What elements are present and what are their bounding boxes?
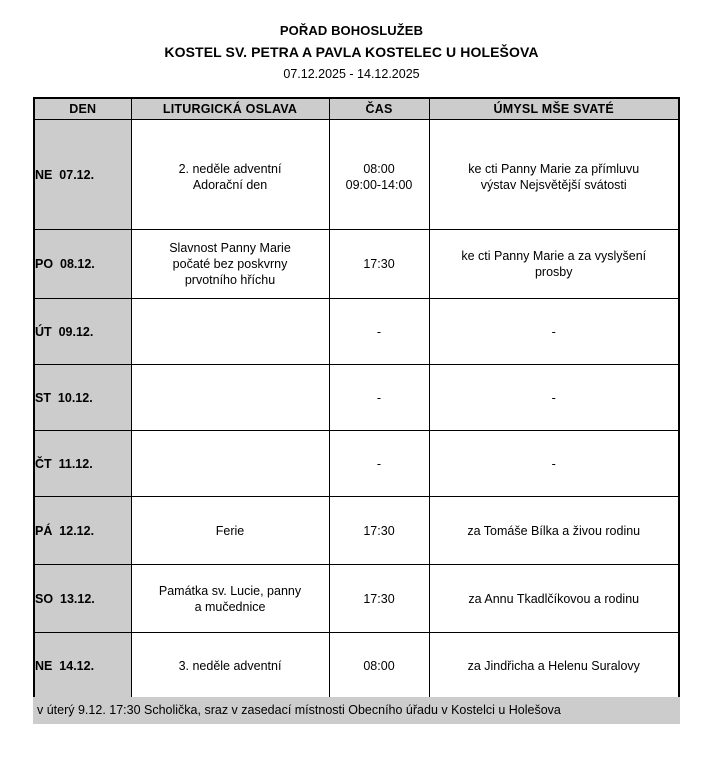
- intention-text: ke cti Panny Marie a za vyslyšení prosby: [430, 248, 679, 280]
- cell-time: 17:30: [328, 229, 430, 299]
- liturgy-line: Slavnost Panny Marie: [169, 241, 291, 255]
- table-row: ST 10.12. - -: [33, 364, 680, 431]
- liturgy-line: a mučednice: [194, 599, 266, 614]
- cell-time: 17:30: [328, 564, 430, 633]
- cell-liturgy: Ferie: [130, 496, 330, 565]
- table-header: DEN LITURGICKÁ OSLAVA ČAS ÚMYSL MŠE SVAT…: [33, 97, 680, 120]
- cell-liturgy: Památka sv. Lucie, panny a mučednice: [130, 564, 330, 633]
- cell-day: ÚT 09.12.: [33, 298, 132, 365]
- column-header-time: ČAS: [328, 97, 430, 120]
- cell-time: -: [328, 430, 430, 497]
- cell-day: ST 10.12.: [33, 364, 132, 431]
- liturgy-line: počaté bez poskvrny: [172, 257, 288, 271]
- cell-time: 17:30: [328, 496, 430, 565]
- cell-time: -: [328, 364, 430, 431]
- cell-intention: za Jindřicha a Helenu Suralovy: [428, 632, 680, 701]
- time-sublines: 08:00 09:00-14:00: [330, 145, 429, 205]
- cell-time: 08:00: [328, 632, 430, 701]
- page-title: POŘAD BOHOSLUŽEB: [279, 23, 424, 38]
- cell-time: -: [328, 298, 430, 365]
- header-row: DEN LITURGICKÁ OSLAVA ČAS ÚMYSL MŠE SVAT…: [33, 97, 680, 120]
- liturgy-sublines: 2. neděle adventní Adorační den: [132, 145, 329, 205]
- schedule-table: DEN LITURGICKÁ OSLAVA ČAS ÚMYSL MŠE SVAT…: [33, 97, 680, 702]
- cell-intention: -: [428, 364, 680, 431]
- cell-day: NE 14.12.: [33, 632, 132, 701]
- liturgy-text: Památka sv. Lucie, panny a mučednice: [132, 583, 329, 615]
- cell-liturgy: 2. neděle adventní Adorační den: [130, 119, 330, 230]
- table-row: NE 14.12. 3. neděle adventní 08:00 za Ji…: [33, 632, 680, 701]
- footer-note: v úterý 9.12. 17:30 Scholička, sraz v za…: [33, 697, 680, 724]
- cell-intention: za Tomáše Bílka a živou rodinu: [428, 496, 680, 565]
- liturgy-line: prvotního hříchu: [184, 273, 276, 287]
- liturgy-line: Památka sv. Lucie, panny: [158, 583, 302, 598]
- cell-liturgy: [130, 364, 330, 431]
- cell-intention: ke cti Panny Marie a za vyslyšení prosby: [428, 229, 680, 299]
- column-header-intention: ÚMYSL MŠE SVATÉ: [428, 97, 680, 120]
- liturgy-text: Slavnost Panny Marie počaté bez poskvrny…: [132, 240, 329, 288]
- date-range: 07.12.2025 - 14.12.2025: [283, 67, 420, 81]
- column-header-day: DEN: [33, 97, 132, 120]
- cell-intention: ke cti Panny Marie za přímluvu výstav Ne…: [428, 119, 680, 230]
- intention-line-2: výstav Nejsvětější svátosti: [480, 177, 627, 192]
- cell-time: 08:00 09:00-14:00: [328, 119, 430, 230]
- intention-line: ke cti Panny Marie a za vyslyšení: [461, 249, 647, 263]
- cell-day: PO 08.12.: [33, 229, 132, 299]
- cell-day: NE 07.12.: [33, 119, 132, 230]
- cell-intention: -: [428, 430, 680, 497]
- cell-liturgy: [130, 298, 330, 365]
- time-line-1: 08:00: [363, 161, 395, 176]
- table-row: ČT 11.12. - -: [33, 430, 680, 497]
- cell-day: SO 13.12.: [33, 564, 132, 633]
- cell-liturgy: [130, 430, 330, 497]
- cell-intention: za Annu Tkadlčíkovou a rodinu: [428, 564, 680, 633]
- table-row: NE 07.12. 2. neděle adventní Adorační de…: [33, 119, 680, 230]
- cell-day: PÁ 12.12.: [33, 496, 132, 565]
- cell-liturgy: Slavnost Panny Marie počaté bez poskvrny…: [130, 229, 330, 299]
- cell-liturgy: 3. neděle adventní: [130, 632, 330, 701]
- intention-line-1: ke cti Panny Marie za přímluvu: [468, 161, 640, 176]
- cell-intention: -: [428, 298, 680, 365]
- table-row: PO 08.12. Slavnost Panny Marie počaté be…: [33, 229, 680, 299]
- table-row: ÚT 09.12. - -: [33, 298, 680, 365]
- church-name: KOSTEL SV. PETRA A PAVLA KOSTELEC U HOLE…: [164, 44, 539, 60]
- column-header-liturgy: LITURGICKÁ OSLAVA: [130, 97, 330, 120]
- document-header: POŘAD BOHOSLUŽEB KOSTEL SV. PETRA A PAVL…: [0, 0, 703, 83]
- table-row: SO 13.12. Památka sv. Lucie, panny a muč…: [33, 564, 680, 633]
- intention-sublines: ke cti Panny Marie za přímluvu výstav Ne…: [430, 145, 679, 205]
- liturgy-line-2: Adorační den: [192, 177, 268, 192]
- schedule-table-container: DEN LITURGICKÁ OSLAVA ČAS ÚMYSL MŠE SVAT…: [33, 97, 680, 702]
- intention-line: prosby: [534, 265, 573, 279]
- table-body: NE 07.12. 2. neděle adventní Adorační de…: [33, 119, 680, 701]
- time-line-2: 09:00-14:00: [345, 177, 413, 192]
- cell-day: ČT 11.12.: [33, 430, 132, 497]
- table-row: PÁ 12.12. Ferie 17:30 za Tomáše Bílka a …: [33, 496, 680, 565]
- liturgy-line-1: 2. neděle adventní: [178, 161, 282, 176]
